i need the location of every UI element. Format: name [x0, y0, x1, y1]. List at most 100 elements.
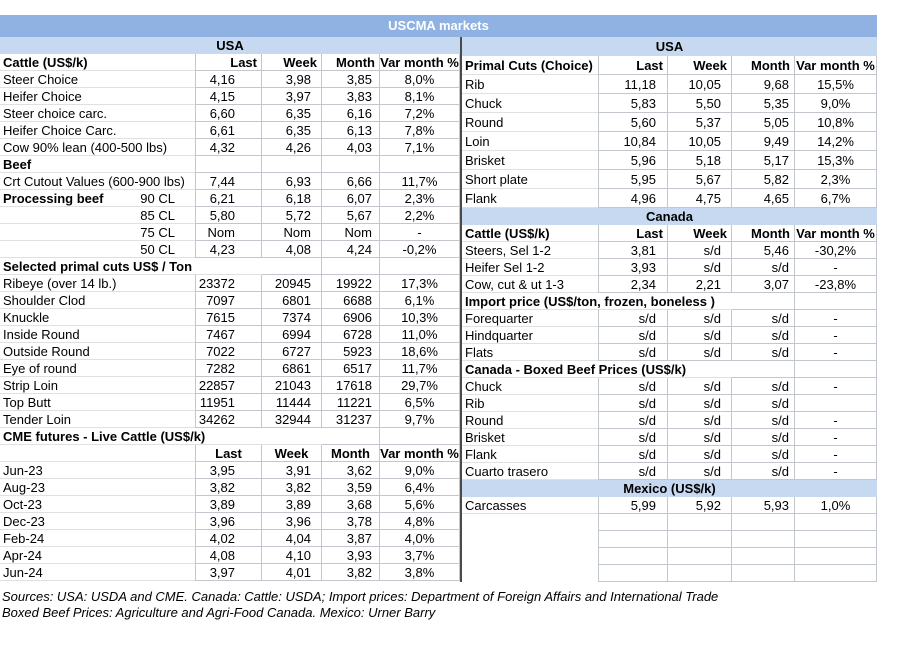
column-header-row: Primal Cuts (Choice) Last Week Month Var mon…: [462, 56, 877, 75]
cell-month: 6,13: [322, 122, 380, 139]
region-label: Mexico (US$/k): [623, 481, 716, 496]
row-label: [462, 514, 598, 531]
row-label-text: Hindquarter: [465, 327, 533, 343]
table-row: 75 CL Nom Nom Nom -: [0, 224, 460, 241]
row-label: Steers, Sel 1-2: [462, 242, 598, 259]
row-label-text: Aug-23: [3, 479, 45, 495]
cell-month: 5,67: [322, 207, 380, 224]
row-label-text: Flank: [465, 446, 497, 462]
cell-var-month: -: [795, 344, 877, 361]
table-row: Brisket s/d s/d s/d -: [462, 429, 877, 446]
cell-last: 23372: [195, 275, 262, 292]
table-row: Outside Round 7022 6727 5923 18,6%: [0, 343, 460, 360]
row-label: Heifer Choice Carc.: [0, 122, 195, 139]
cell-week: 6,93: [262, 173, 322, 190]
row-label-text: Chuck: [465, 378, 502, 394]
section-header-row: CME futures - Live Cattle (US$/k): [0, 428, 460, 445]
cell-month: 3,87: [322, 530, 380, 547]
section-label: Beef: [0, 156, 195, 173]
row-label: Hindquarter: [462, 327, 598, 344]
table-row: Jun-24 3,97 4,01 3,82 3,8%: [0, 564, 460, 581]
table-row: Loin 10,84 10,05 9,49 14,2%: [462, 132, 877, 151]
row-label-text: Flank: [465, 190, 497, 206]
cell-last: 5,80: [195, 207, 262, 224]
row-label: Round: [462, 113, 598, 132]
cell-last: s/d: [598, 412, 668, 429]
row-label-text: Tender Loin: [3, 411, 71, 427]
cell-last: s/d: [598, 463, 668, 480]
cell-month: Nom: [322, 224, 380, 241]
row-label-text: Jun-24: [3, 564, 43, 580]
row-label: Shoulder Clod: [0, 292, 195, 309]
row-label-text: Oct-23: [3, 496, 43, 512]
row-label-text: Steer Choice: [3, 71, 79, 87]
row-label: Heifer Choice: [0, 88, 195, 105]
cell-month: [732, 531, 795, 548]
cell-last: 5,96: [598, 151, 668, 170]
row-label-text: Shoulder Clod: [3, 292, 86, 308]
row-label-text: Ribeye (over 14 lb.): [3, 275, 117, 291]
sources-footer: Sources: USA: USDA and CME. Canada: Catt…: [0, 589, 877, 621]
row-label: Aug-23: [0, 479, 195, 496]
cell-month: 19922: [322, 275, 380, 292]
cell-week: 6,35: [262, 105, 322, 122]
cell-week: 5,50: [668, 94, 732, 113]
cell-month: 17618: [322, 377, 380, 394]
row-label-text: Cow 90% lean (400-500 lbs): [3, 139, 168, 155]
table-row: Heifer Choice 4,15 3,97 3,83 8,1%: [0, 88, 460, 105]
cell-month: s/d: [732, 344, 795, 361]
cell-week: 6,18: [262, 190, 322, 207]
row-label: Knuckle: [0, 309, 195, 326]
row-label: Cow, cut & ut 1-3: [462, 276, 598, 293]
row-label: Flank: [462, 446, 598, 463]
section-label: Selected primal cuts US$ / Ton: [0, 258, 262, 275]
cell-week: Nom: [262, 224, 322, 241]
region-label: Canada: [646, 209, 693, 224]
cell-last: Last: [598, 225, 668, 242]
cell-last: 7615: [195, 309, 262, 326]
row-label-text: Brisket: [465, 152, 505, 168]
cell-last: 5,99: [598, 497, 668, 514]
cell-last: s/d: [598, 429, 668, 446]
section-header-row: Beef: [0, 156, 460, 173]
cell-month: [732, 565, 795, 582]
cell-month: s/d: [732, 463, 795, 480]
row-label-text: Import price (US$/ton, frozen, boneless …: [465, 293, 715, 309]
market-report-sheet: USCMA markets USA Cattle (US$/k) Last Week M…: [0, 15, 877, 621]
row-label-text: Strip Loin: [3, 377, 58, 393]
row-label-text: Feb-24: [3, 530, 45, 546]
row-label-text: Beef: [3, 156, 32, 172]
cell-last: 3,97: [195, 564, 262, 581]
empty-row: [462, 514, 877, 531]
cell-last: [598, 514, 668, 531]
table-row: Cow, cut & ut 1-3 2,34 2,21 3,07 -23,8%: [462, 276, 877, 293]
region-label: USA: [216, 38, 244, 53]
row-label-text: Crt Cutout Values (600-900 lbs): [3, 173, 185, 189]
empty-row: [462, 531, 877, 548]
cell-last: 3,82: [195, 479, 262, 496]
cell-week: s/d: [668, 259, 732, 276]
row-label-text: Carcasses: [465, 497, 527, 513]
empty-row: [462, 548, 877, 565]
cell-month: 3,62: [322, 462, 380, 479]
table-row: Flank 4,96 4,75 4,65 6,7%: [462, 189, 877, 208]
table-row: Chuck 5,83 5,50 5,35 9,0%: [462, 94, 877, 113]
row-label-text: Forequarter: [465, 310, 533, 326]
cell-var-month: 6,7%: [795, 189, 877, 208]
cell-var-month: 8,1%: [380, 88, 460, 105]
cell-week: 3,97: [262, 88, 322, 105]
cell-last: 3,95: [195, 462, 262, 479]
cell-month: 9,68: [732, 75, 795, 94]
row-label-text: Dec-23: [3, 513, 45, 529]
table-row: Hindquarter s/d s/d s/d -: [462, 327, 877, 344]
cell-month: [322, 156, 380, 173]
cell-last: 4,16: [195, 71, 262, 88]
table-row: Jun-23 3,95 3,91 3,62 9,0%: [0, 462, 460, 479]
region-label: USA: [655, 39, 684, 54]
table-divider: [460, 37, 462, 582]
cell-week: 10,05: [668, 132, 732, 151]
cell-last: 7022: [195, 343, 262, 360]
row-label: Forequarter: [462, 310, 598, 327]
cell-month: 6,66: [322, 173, 380, 190]
cell-month: 11221: [322, 394, 380, 411]
